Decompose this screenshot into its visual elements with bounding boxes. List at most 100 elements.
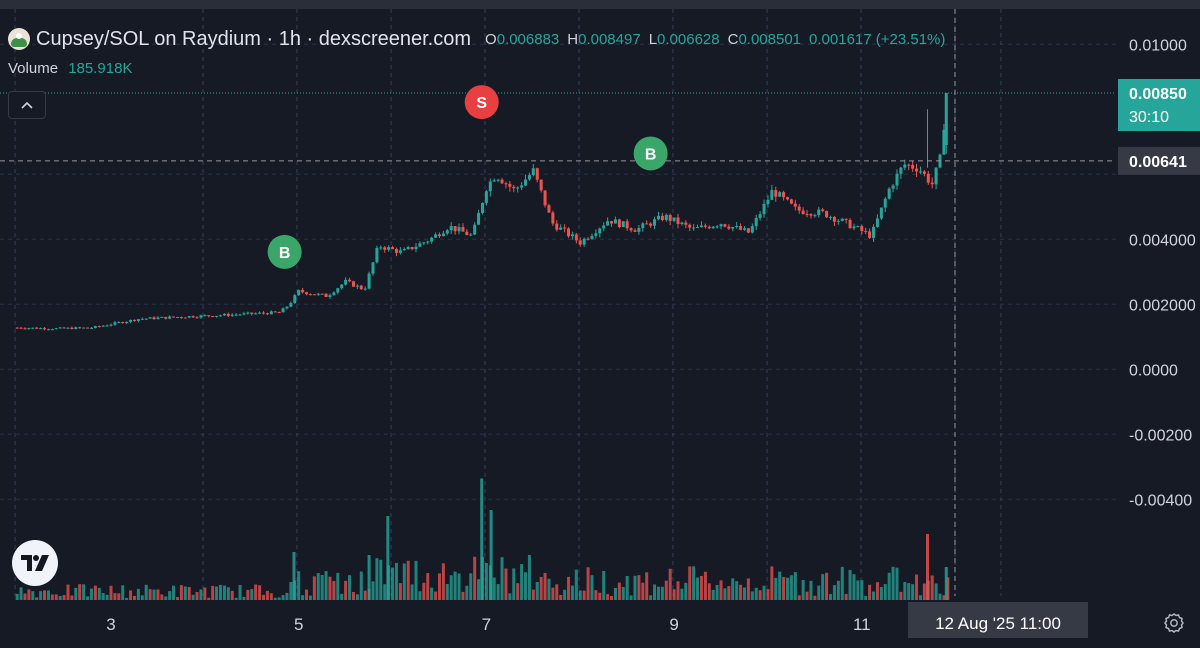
volume-bar [43,590,47,600]
volume-bar [218,584,222,600]
candle-body [398,250,402,253]
volume-bar [89,588,93,600]
buy-marker[interactable] [267,234,302,269]
volume-bar [868,584,872,600]
candle-body [15,327,19,329]
candle-body [645,223,649,225]
volume-bar [746,578,750,600]
candle-body [136,319,140,321]
sell-marker[interactable] [464,85,499,120]
candle-body [348,279,352,282]
volume-bar [172,585,176,600]
volume-bar [183,586,187,600]
candle-body [606,221,610,226]
volume-bar [453,571,457,600]
volume-bar [719,580,723,600]
top-toolbar-strip [0,0,1200,9]
candle-body [797,206,801,211]
candle-body [742,228,746,230]
buy-marker[interactable] [633,136,668,171]
volume-bar [292,552,296,600]
candle-body [308,294,312,296]
volume-bar [770,566,774,600]
crosshair-time-badge [908,602,1088,638]
candle-body [82,327,86,329]
volume-bar [332,580,336,600]
candle-body [872,226,876,238]
candle-body [469,234,473,236]
volume-bar [328,576,332,600]
volume-bar [590,575,594,600]
volume-bar [215,586,219,600]
candle-body [222,313,226,316]
volume-bar [660,586,664,600]
candle-body [262,312,266,314]
tradingview-logo-icon[interactable] [12,540,58,586]
candle-body [281,308,285,313]
candle-body [907,164,911,166]
volume-bar [301,595,305,600]
volume-bar [727,586,731,600]
candle-body [598,228,602,234]
volume-bar [398,583,402,600]
settings-gear-icon[interactable] [1162,611,1186,635]
candle-body [406,247,410,250]
volume-bar [355,594,359,600]
price-chart[interactable]: BSB0.012000.010000.0040000.0020000.0000-… [0,9,1200,648]
candle-body [817,209,821,216]
volume-bar [649,595,653,600]
candle-body [527,175,531,180]
candle-body [426,241,430,243]
volume-bar [39,591,43,600]
volume-bar [707,583,711,600]
candle-body [258,312,262,314]
candle-body [895,173,899,186]
volume-bar [273,597,277,600]
candle-body [860,226,864,232]
candle-body [613,219,617,224]
candle-body [625,221,629,229]
candle-body [254,313,258,315]
candle-body [723,224,727,227]
candle-body [766,199,770,204]
volume-bar [58,596,62,600]
volume-bar [907,583,911,600]
candle-body [590,235,594,239]
volume-bar [15,593,19,600]
candle-body [363,288,367,290]
candle-body [238,314,242,316]
volume-bar [164,596,168,600]
volume-bar [672,589,676,600]
volume-bar [250,589,254,600]
candle-body [121,322,125,324]
volume-bar [711,589,715,600]
candle-body [172,316,176,318]
candle-body [35,327,39,329]
volume-bar [911,584,915,600]
volume-bar [74,587,78,600]
volume-bar [570,585,574,600]
volume-bar [144,584,148,600]
candle-body [117,322,121,324]
candle-body [19,327,23,329]
candle-body [864,231,868,233]
candle-body [422,242,426,244]
volume-bar [848,569,852,600]
candle-body [387,247,391,250]
volume-bar [915,574,919,600]
collapse-legend-button[interactable] [8,91,46,119]
price-change: 0.001617 (+23.51%) [809,30,946,48]
volume-bar [656,586,660,600]
candle-body [477,212,481,225]
candle-body [774,190,778,197]
volume-bar [696,577,700,600]
candle-body [285,306,289,309]
volume-bar [610,595,614,600]
candle-body [344,279,348,285]
volume-bar [805,591,809,600]
candle-body [445,230,449,234]
candle-body [328,295,332,298]
candle-body [383,247,387,250]
volume-bar [922,583,926,600]
volume-bar [269,593,273,600]
